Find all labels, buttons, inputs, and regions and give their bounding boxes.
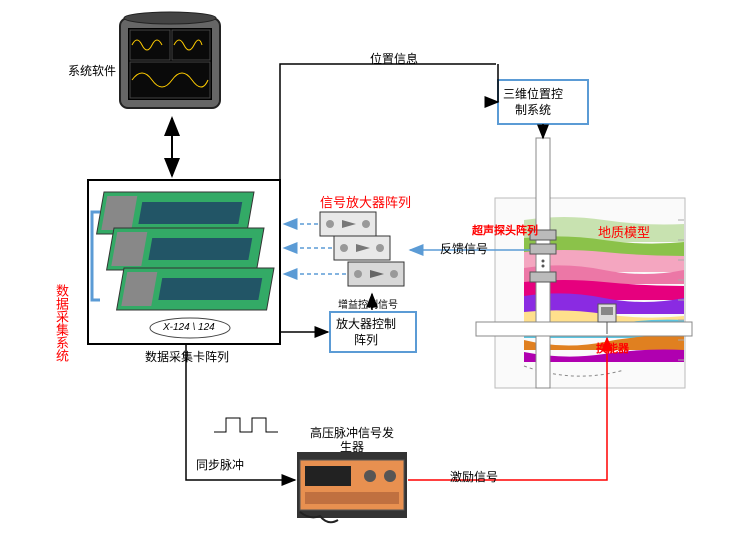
label-positioning-box: 三维位置控 制系统: [503, 86, 563, 118]
analyzer-device: [120, 12, 220, 108]
label-data-card-array: 数据采集卡阵列: [145, 348, 229, 365]
label-model-tag: X-124 \ 124: [163, 322, 215, 333]
pulse-gen: [297, 452, 407, 522]
label-transducer-array: 超声探头阵列: [472, 222, 538, 238]
amp-array: [320, 212, 404, 286]
label-gain-ctrl: 增益控制信号: [338, 296, 398, 311]
arrow-position-info: [280, 64, 496, 186]
label-system-sw: 系统软件: [68, 62, 116, 79]
label-sync-pulse: 同步脉冲: [196, 456, 244, 473]
label-data-acq-sys: 数据采集系统: [52, 284, 71, 362]
label-feedback: 反馈信号: [440, 240, 488, 257]
label-hv-pulse-gen: 高压脉冲信号发 生器: [310, 426, 394, 454]
daq-cards: [92, 192, 274, 338]
label-position-info: 位置信息: [370, 50, 418, 67]
label-excite: 激励信号: [450, 468, 498, 485]
label-amp-ctrl-box: 放大器控制 阵列: [336, 316, 396, 348]
label-geo-model: 地质模型: [598, 222, 650, 241]
label-signal-amp-array: 信号放大器阵列: [320, 192, 411, 211]
sync-wave-icon: [214, 418, 278, 432]
label-transducer: 换能器: [596, 340, 629, 356]
